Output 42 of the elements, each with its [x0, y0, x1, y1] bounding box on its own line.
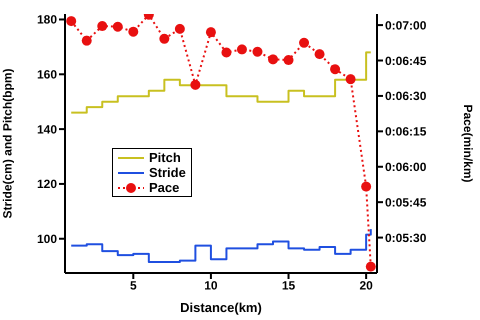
point	[346, 74, 356, 84]
point	[97, 21, 108, 32]
y-axis-title: Stride(cm) and Pitch(bpm)	[0, 68, 14, 219]
x-tick-label: 10	[204, 278, 218, 293]
y2-tick-label: 0:07:00	[385, 18, 427, 32]
x-axis-title: Distance(km)	[180, 300, 262, 315]
point	[314, 49, 325, 60]
point	[206, 27, 216, 38]
point	[159, 34, 170, 44]
point	[252, 46, 262, 57]
y2-tick-label: 0:05:30	[385, 230, 427, 245]
y2-tick-label: 0:06:15	[385, 124, 427, 139]
point	[284, 55, 294, 66]
point	[174, 24, 185, 34]
point	[330, 64, 340, 74]
point	[366, 262, 376, 272]
point	[112, 22, 123, 32]
y-tick-label: 140	[36, 122, 58, 136]
y2-axis-title: Pace(min/km)	[460, 104, 475, 183]
y2-tick-label: 0:06:30	[385, 89, 427, 104]
point	[66, 16, 76, 26]
point	[221, 47, 232, 58]
y-tick-label: 120	[36, 177, 58, 192]
point	[128, 26, 138, 37]
y2-tick-label: 0:06:00	[385, 160, 427, 174]
point	[361, 182, 372, 192]
point	[268, 54, 278, 64]
y-tick-label: 100	[36, 232, 58, 246]
point	[299, 38, 310, 48]
y2-tick-label: 0:05:45	[385, 195, 427, 210]
x-tick-label: 15	[282, 278, 296, 293]
y-tick-label: 180	[36, 12, 58, 27]
x-tick-label: 20	[359, 278, 374, 293]
point	[190, 80, 200, 90]
legend-label: Pitch	[149, 150, 181, 165]
point	[236, 44, 247, 54]
legend-label: Stride	[149, 165, 186, 180]
y-tick-label: 160	[36, 68, 58, 82]
x-tick-label: 5	[130, 278, 137, 293]
point	[82, 36, 92, 46]
y2-tick-label: 0:06:45	[385, 54, 427, 68]
legend-label: Pace	[149, 180, 180, 195]
